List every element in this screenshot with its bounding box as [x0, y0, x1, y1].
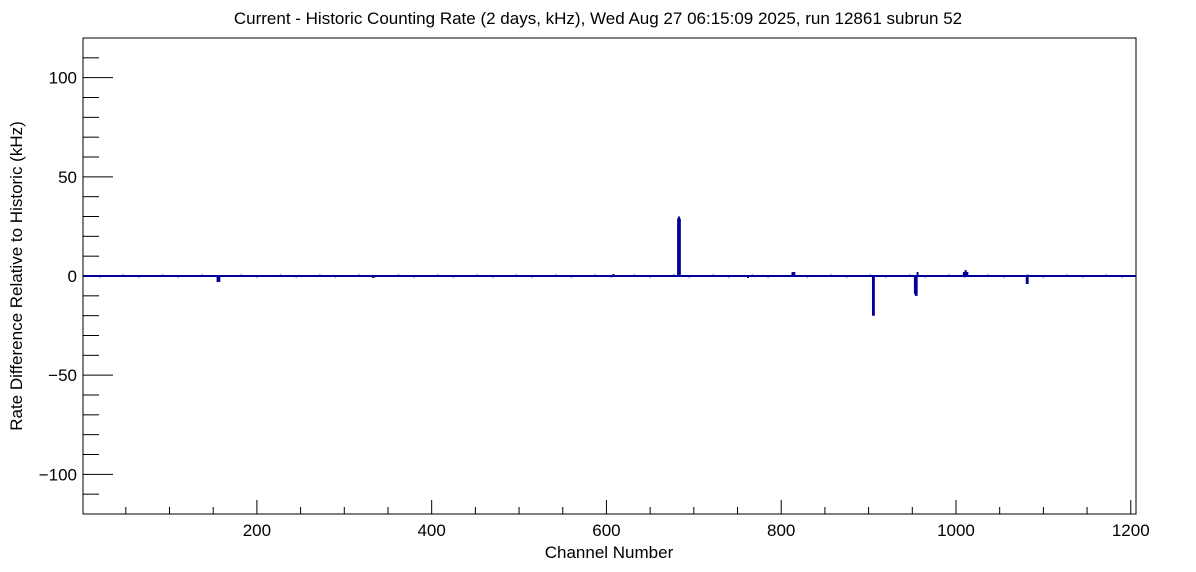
y-axis-label: Rate Difference Relative to Historic (kH…: [7, 121, 26, 431]
x-tick-label: 800: [767, 521, 795, 540]
x-tick-label: 1200: [1112, 521, 1150, 540]
marks-layer: [83, 216, 1136, 316]
y-tick-label: −50: [48, 366, 77, 385]
x-tick-label: 600: [592, 521, 620, 540]
x-tick-label: 200: [243, 521, 271, 540]
x-tick-label: 400: [417, 521, 445, 540]
y-tick-label: 50: [58, 168, 77, 187]
y-tick-label: 0: [68, 267, 77, 286]
x-axis-label: Channel Number: [545, 543, 674, 562]
plot-frame: [82, 37, 1137, 515]
y-tick-label: −100: [39, 465, 77, 484]
axes-layer: 200 400 600 800 1000 1200 −100 −50 0 50 100: [39, 57, 1150, 540]
chart-title: Current - Historic Counting Rate (2 days…: [233, 9, 963, 28]
y-tick-label: 100: [49, 69, 77, 88]
x-tick-label: 1000: [937, 521, 975, 540]
